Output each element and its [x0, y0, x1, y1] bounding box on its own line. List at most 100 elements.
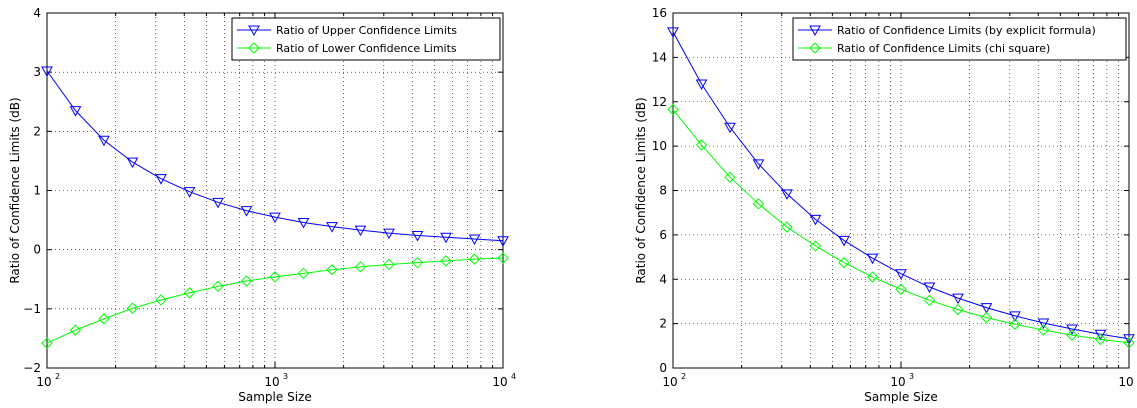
data-point-marker [98, 313, 110, 325]
legend-label: Ratio of Lower Confidence Limits [276, 42, 457, 55]
x-axis-title: Sample Size [238, 390, 311, 404]
legend: Ratio of Upper Confidence Limits Ratio of… [231, 17, 501, 61]
legend-entry: Ratio of Lower Confidence Limits [237, 42, 457, 55]
x-tick-label: 10 [890, 375, 905, 389]
series-2 [667, 103, 1135, 349]
data-point-marker [411, 256, 424, 269]
data-point-marker [126, 157, 139, 169]
y-tick-label: 1 [33, 184, 41, 198]
data-point-marker [212, 280, 224, 293]
data-point-marker [895, 269, 907, 280]
series-line [672, 109, 1130, 344]
data-point-marker [69, 106, 82, 117]
legend: Ratio of Confidence Limits (by explicit … [792, 17, 1127, 61]
x-tick-label: 10 [662, 375, 677, 389]
data-point-marker [497, 252, 509, 264]
data-point-marker [695, 79, 708, 91]
data-point-marker [183, 287, 196, 299]
y-axis-title: Ratio of Confidence Limits (dB) [8, 97, 22, 283]
x-tick-label: 10 [1118, 375, 1133, 389]
data-point-marker [923, 294, 936, 307]
data-point-marker [724, 122, 736, 134]
data-point-marker [781, 221, 793, 233]
x-tick-exponent: 4 [511, 372, 516, 381]
data-point-marker [1066, 324, 1078, 335]
data-point-marker [41, 66, 53, 78]
y-tick-label: 6 [659, 228, 667, 242]
y-tick-label: 2 [659, 317, 667, 331]
y-tick-label: 10 [652, 139, 667, 153]
data-point-marker [752, 159, 765, 170]
data-point-marker [297, 267, 310, 280]
data-point-marker [269, 212, 281, 224]
data-point-marker [667, 27, 679, 38]
data-point-marker [326, 264, 338, 276]
data-point-marker [1123, 337, 1135, 349]
data-point-marker [923, 282, 936, 294]
data-point-marker [809, 240, 822, 252]
series-1 [41, 66, 509, 247]
x-tick-exponent: 3 [909, 372, 914, 381]
series-line [46, 257, 504, 344]
series-1 [667, 27, 1135, 345]
data-point-marker [1066, 329, 1078, 341]
data-point-marker [240, 275, 253, 287]
legend-entry: Ratio of Confidence Limits (chi square) [798, 42, 1050, 55]
data-point-marker [98, 135, 110, 147]
data-point-marker [468, 253, 481, 265]
data-point-marker [440, 255, 452, 267]
data-point-marker [952, 303, 964, 316]
data-point-marker [980, 303, 993, 314]
data-point-marker [1037, 324, 1050, 336]
data-point-marker [866, 253, 879, 265]
series-line [672, 31, 1130, 340]
x-axis-title: Sample Size [864, 390, 937, 404]
data-point-marker [248, 25, 260, 37]
data-point-marker [1009, 311, 1021, 322]
x-tick-label: 10 [264, 375, 279, 389]
data-point-marker [383, 258, 395, 271]
legend-label: Ratio of Upper Confidence Limits [276, 24, 457, 37]
y-tick-label: −1 [23, 302, 41, 316]
data-point-marker [383, 228, 395, 240]
x-tick-label: 10 [492, 375, 507, 389]
data-point-marker [440, 232, 452, 244]
data-point-marker [809, 42, 821, 54]
series-line [46, 70, 504, 242]
data-point-marker [952, 293, 964, 305]
data-point-marker [41, 337, 53, 349]
data-point-marker [809, 25, 821, 37]
legend-label: Ratio of Confidence Limits (chi square) [837, 42, 1050, 55]
x-tick-exponent: 3 [283, 372, 288, 381]
series-2 [41, 252, 509, 349]
y-tick-label: 4 [659, 272, 667, 286]
data-point-marker [667, 103, 679, 116]
y-tick-label: 8 [659, 184, 667, 198]
data-point-marker [980, 311, 993, 324]
data-point-marker [497, 236, 509, 247]
chart-1: −2 −1 0 1 2 3 4 10 2 10 3 10 4 Sample Size Ratio of Co… [8, 6, 516, 404]
data-point-marker [1009, 318, 1021, 330]
data-point-marker [781, 189, 793, 200]
data-point-marker [724, 171, 736, 183]
data-point-marker [809, 214, 822, 226]
y-tick-label: 14 [652, 50, 667, 64]
y-tick-label: 0 [659, 361, 667, 375]
data-point-marker [269, 271, 281, 283]
data-point-marker [895, 283, 907, 295]
data-point-marker [69, 324, 82, 336]
y-tick-label: 4 [33, 6, 41, 20]
legend-entry: Ratio of Confidence Limits (by explicit … [798, 24, 1096, 37]
y-tick-label: 0 [33, 243, 41, 257]
x-tick-exponent: 2 [55, 372, 60, 381]
y-tick-label: −2 [23, 361, 41, 375]
data-point-marker [297, 217, 310, 229]
grid [47, 13, 503, 368]
data-point-marker [248, 42, 260, 54]
data-point-marker [354, 261, 367, 273]
data-point-marker [1094, 329, 1107, 341]
x-tick-label: 10 [36, 375, 51, 389]
y-tick-label: 12 [652, 95, 667, 109]
y-tick-label: 2 [33, 124, 41, 138]
